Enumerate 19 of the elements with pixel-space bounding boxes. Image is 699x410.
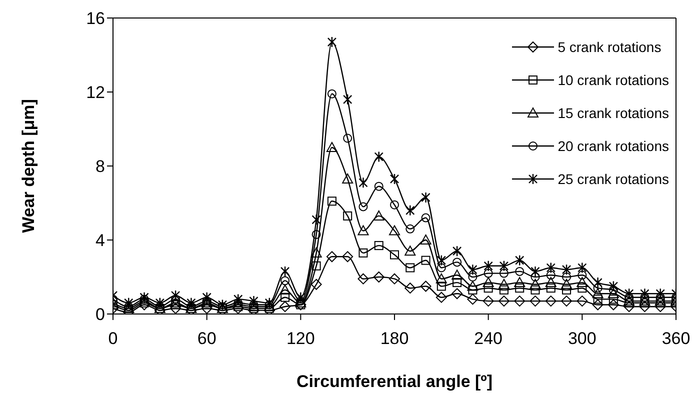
legend-label: 15 crank rotations <box>558 104 669 120</box>
legend-label: 5 crank rotations <box>558 38 662 54</box>
y-axis-title: Wear depth [μm] <box>19 99 38 233</box>
y-tick-label: 4 <box>96 231 105 250</box>
x-axis-title: Circumferential angle [º] <box>296 372 493 391</box>
x-tick-label: 360 <box>662 329 690 348</box>
x-tick-label: 0 <box>108 329 118 348</box>
x-tick-label: 240 <box>474 329 503 348</box>
y-tick-label: 8 <box>96 157 105 176</box>
y-tick-label: 12 <box>86 83 105 102</box>
y-tick-label: 16 <box>86 9 105 28</box>
legend-label: 25 crank rotations <box>558 170 669 186</box>
legend-label: 10 crank rotations <box>558 72 669 88</box>
y-tick-label: 0 <box>96 305 105 324</box>
x-tick-label: 180 <box>380 329 409 348</box>
x-tick-label: 60 <box>197 329 216 348</box>
legend-label: 20 crank rotations <box>558 138 669 154</box>
x-tick-label: 300 <box>568 329 596 348</box>
x-tick-label: 120 <box>286 329 315 348</box>
